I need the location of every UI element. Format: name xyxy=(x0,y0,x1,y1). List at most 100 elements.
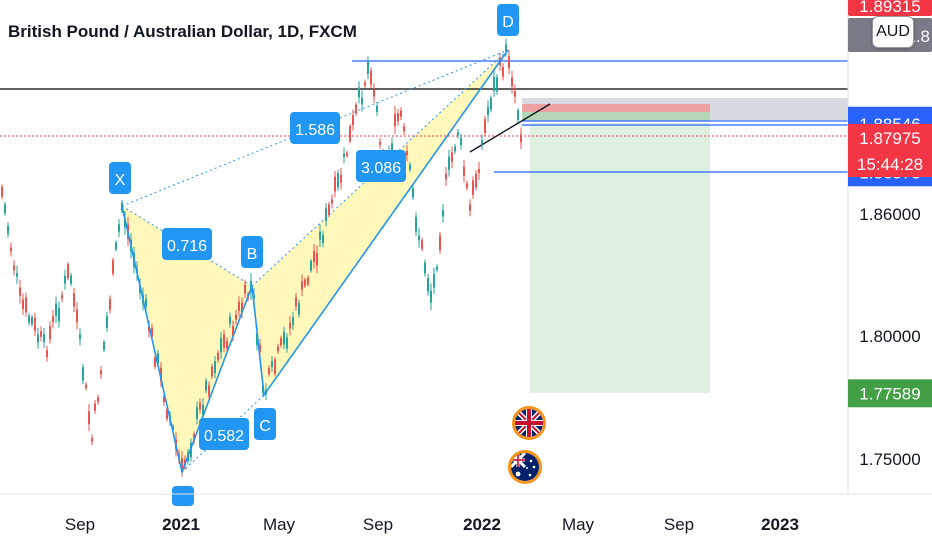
candle-body xyxy=(268,368,270,375)
candle-body xyxy=(478,168,480,173)
candle-body xyxy=(493,76,495,92)
candle-body xyxy=(352,115,354,125)
candle-body xyxy=(400,110,402,117)
candle-body xyxy=(46,350,48,358)
candle-body xyxy=(298,303,300,315)
candle-body xyxy=(67,264,69,279)
candle-body xyxy=(481,140,483,145)
candle-body xyxy=(364,82,366,86)
candle-body xyxy=(112,260,114,274)
candle-body xyxy=(271,361,273,368)
candle-body xyxy=(511,77,513,87)
candle-body xyxy=(100,370,102,375)
candle-body xyxy=(457,132,459,136)
point-label-a xyxy=(172,486,194,506)
candle-body xyxy=(232,325,234,337)
svg-text:1.89315: 1.89315 xyxy=(859,0,920,16)
candle-body xyxy=(421,240,423,249)
candle-body xyxy=(502,66,504,77)
point-label-b: B xyxy=(241,236,263,268)
stop-zone xyxy=(522,104,710,112)
candle-body xyxy=(505,44,507,51)
candle-body xyxy=(451,152,453,162)
candle-body xyxy=(280,338,282,346)
candle-body xyxy=(157,353,159,364)
candle-body xyxy=(163,396,165,402)
candle-body xyxy=(91,438,93,442)
candle-body xyxy=(442,210,444,217)
candle-body xyxy=(16,273,18,277)
candle-body xyxy=(346,152,348,156)
candle-body xyxy=(223,334,225,348)
candle-body xyxy=(490,98,492,110)
candle-body xyxy=(7,226,9,234)
candle-body xyxy=(472,180,474,195)
price-badge xyxy=(848,123,932,152)
candle-body xyxy=(487,107,489,116)
candle-body xyxy=(226,340,228,349)
candle-body xyxy=(409,164,411,170)
candle-body xyxy=(229,316,231,324)
candle-body xyxy=(97,397,99,402)
candle-body xyxy=(301,281,303,290)
candle-body xyxy=(334,176,336,192)
candle-body xyxy=(70,275,72,284)
candle-body xyxy=(28,315,30,323)
candle-body xyxy=(466,183,468,188)
point-label-c: C xyxy=(254,408,276,440)
candle-body xyxy=(76,309,78,323)
candle-body xyxy=(295,297,297,307)
candle-body xyxy=(475,173,477,188)
candle-body xyxy=(379,141,381,145)
price-tick-175000: 1.75000 xyxy=(859,450,920,469)
candle-body xyxy=(22,299,24,310)
candle-body xyxy=(31,317,33,325)
candle-body xyxy=(439,235,441,251)
candle-body xyxy=(208,385,210,396)
pattern-triangle-bcd xyxy=(252,50,508,395)
candle-body xyxy=(58,307,60,322)
candle-body xyxy=(415,216,417,232)
entry-zone xyxy=(522,112,710,121)
candle-body xyxy=(367,61,369,74)
ratio-label-ac: 0.582 xyxy=(199,418,249,450)
candle-body xyxy=(412,188,414,198)
candle-body xyxy=(88,411,90,425)
candle-body xyxy=(514,91,516,97)
countdown-text: 15:44:28 xyxy=(857,155,923,174)
candle-body xyxy=(151,327,153,337)
currency-badge[interactable]: AUD xyxy=(872,16,914,48)
point-label-x: X xyxy=(109,162,131,194)
candle-body xyxy=(445,173,447,180)
candle-body xyxy=(109,299,111,310)
candle-body xyxy=(331,199,333,204)
candle-body xyxy=(361,97,363,105)
time-tick: May xyxy=(263,515,296,534)
uk-flag-icon[interactable] xyxy=(512,406,546,440)
candle-body xyxy=(286,337,288,349)
time-tick: 2023 xyxy=(761,515,799,534)
candle-body xyxy=(166,409,168,420)
candle-body xyxy=(343,153,345,157)
australia-flag-icon[interactable] xyxy=(508,450,542,484)
price-axis: 1.89315 1.8 1.886691.885461.879751.86573… xyxy=(847,0,932,550)
candle-body xyxy=(316,252,318,266)
candle-body xyxy=(172,426,174,431)
candle-body xyxy=(319,231,321,240)
candle-body xyxy=(337,173,339,188)
candle-body xyxy=(484,118,486,133)
candle-body xyxy=(103,341,105,350)
candle-body xyxy=(394,113,396,127)
trendline xyxy=(469,103,551,153)
candle-body xyxy=(358,87,360,98)
candle-body xyxy=(154,357,156,367)
candle-body xyxy=(49,326,51,340)
candle-body xyxy=(241,302,243,314)
candle-body xyxy=(325,208,327,222)
candle-body xyxy=(340,174,342,183)
candle-body xyxy=(277,346,279,352)
time-axis: Sep 2021 May Sep 2022 May Sep 2023 xyxy=(0,493,932,534)
price-badge-text: 1.77589 xyxy=(859,384,920,403)
candle-body xyxy=(517,110,519,120)
